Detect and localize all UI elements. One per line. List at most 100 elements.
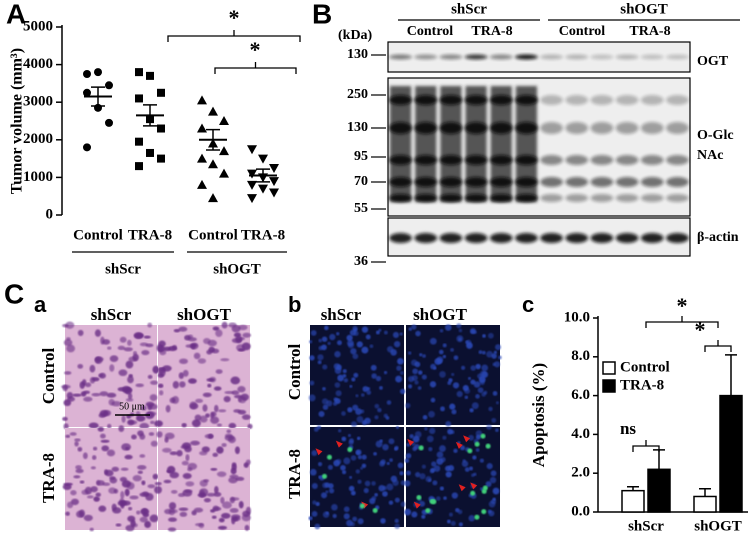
nucleus: [400, 501, 406, 507]
nucleus: [226, 429, 232, 434]
nucleus: [353, 372, 359, 378]
nucleus: [237, 409, 247, 415]
nucleus: [129, 495, 139, 500]
band: [439, 177, 463, 187]
error-bar: [699, 487, 711, 497]
nucleus: [65, 321, 75, 329]
nucleus: [440, 406, 445, 412]
nucleus: [355, 394, 359, 398]
nucleus: [224, 390, 235, 395]
nucleus: [86, 495, 94, 499]
nucleus: [178, 326, 188, 332]
nucleus: [149, 403, 158, 410]
nucleus: [242, 332, 252, 338]
nucleus: [450, 347, 454, 352]
nucleus: [207, 383, 212, 388]
nucleus: [395, 375, 403, 383]
mw-marker: 250: [347, 87, 368, 102]
band: [515, 194, 538, 202]
scale-bar-label: 50 μm: [119, 401, 145, 412]
nucleus: [70, 498, 79, 506]
nucleus: [102, 482, 111, 487]
nucleus: [74, 441, 79, 447]
band: [439, 194, 463, 202]
nucleus: [404, 458, 410, 463]
band: [666, 194, 689, 202]
nucleus: [337, 374, 345, 382]
nucleus: [147, 322, 153, 328]
sem-bar: [206, 128, 220, 151]
nucleus: [199, 415, 208, 423]
nucleus: [154, 481, 162, 486]
nucleus: [475, 434, 481, 440]
nucleus: [149, 514, 159, 523]
nucleus: [453, 355, 459, 361]
nucleus: [99, 433, 106, 439]
nucleus: [64, 371, 72, 375]
nucleus: [308, 516, 313, 521]
nucleus: [157, 345, 165, 352]
nucleus: [220, 496, 225, 504]
point: [146, 148, 154, 157]
nucleus: [96, 479, 101, 486]
smear: [465, 86, 487, 202]
nucleus: [448, 512, 453, 517]
nucleus: [382, 443, 389, 451]
nucleus: [241, 414, 251, 420]
nucleus: [479, 458, 484, 463]
nucleus: [481, 364, 489, 372]
nucleus: [91, 455, 97, 460]
nucleus: [482, 334, 486, 338]
nucleus: [181, 423, 187, 428]
nucleus: [374, 415, 379, 420]
band: [515, 54, 538, 60]
band: [515, 233, 538, 243]
nucleus: [125, 360, 134, 369]
bracket: [704, 340, 732, 352]
lane-label: TRA-8: [471, 24, 512, 39]
nucleus: [69, 432, 77, 436]
nucleus: [65, 434, 71, 438]
apoptotic-cell: [474, 441, 480, 447]
nucleus: [336, 340, 342, 346]
band: [540, 122, 563, 134]
nucleus: [121, 500, 131, 506]
nucleus: [456, 335, 464, 343]
nucleus: [221, 501, 232, 509]
smear: [390, 86, 412, 202]
nucleus: [407, 384, 413, 389]
band: [489, 155, 513, 165]
nucleus: [124, 488, 130, 497]
nucleus: [491, 417, 497, 423]
nucleus: [137, 430, 144, 437]
nucleus: [81, 489, 89, 495]
band: [640, 54, 664, 60]
nucleus: [375, 375, 382, 382]
nucleus: [433, 465, 441, 472]
nucleus: [392, 331, 400, 338]
nucleus: [206, 378, 215, 382]
band: [565, 54, 589, 60]
nucleus: [343, 457, 351, 465]
lane-label: TRA-8: [629, 24, 670, 39]
nucleus: [356, 341, 363, 348]
nucleus: [366, 387, 371, 391]
bar: [693, 495, 717, 513]
nucleus: [464, 395, 469, 400]
point: [105, 118, 113, 127]
nucleus: [197, 358, 207, 364]
nucleus: [97, 426, 105, 432]
error-bar: [653, 449, 665, 470]
panel-label: b: [288, 292, 301, 317]
nucleus: [328, 483, 334, 489]
nucleus: [388, 438, 395, 445]
nucleus: [99, 391, 109, 397]
nucleus: [487, 509, 492, 514]
point: [208, 106, 218, 116]
band: [489, 194, 513, 202]
point: [269, 177, 279, 187]
nucleus: [351, 377, 356, 382]
bracket: [167, 30, 301, 42]
blot-strip: [387, 77, 691, 217]
nucleus: [173, 329, 181, 333]
